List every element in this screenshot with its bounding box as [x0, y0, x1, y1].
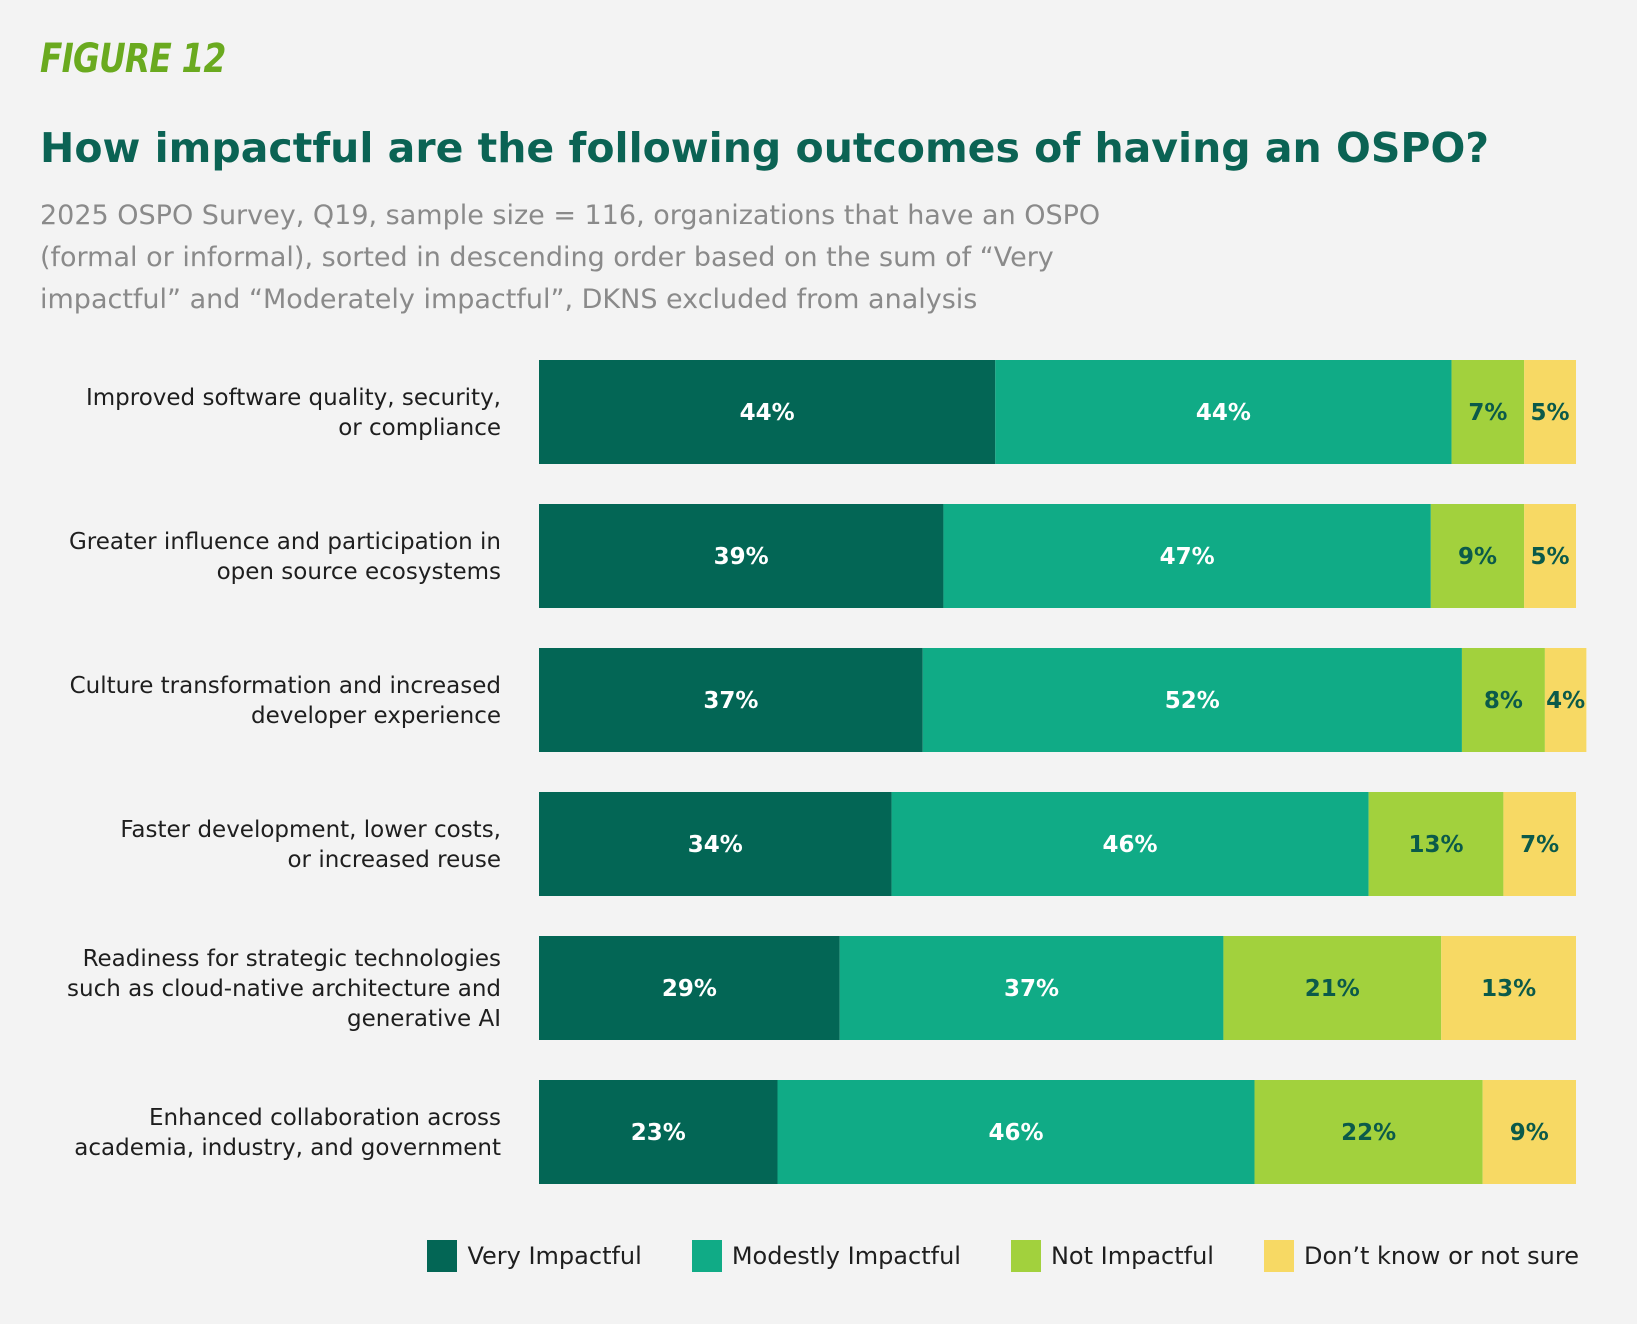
legend-swatch-modestly-impactful	[691, 1240, 722, 1272]
value-label-strategic-readiness-dont-know: 13%	[1481, 976, 1536, 1002]
bar-collaboration-dont-know	[1482, 1080, 1576, 1184]
value-label-collaboration-dont-know: 9%	[1510, 1120, 1549, 1146]
value-label-collaboration-very-impactful: 23%	[631, 1120, 686, 1146]
value-label-culture-transformation-not-impactful: 8%	[1484, 688, 1523, 714]
legend-swatch-very-impactful	[427, 1240, 458, 1272]
value-label-faster-development-not-impactful: 13%	[1408, 832, 1463, 858]
legend-label-not-impactful: Not Impactful	[1050, 1242, 1214, 1270]
value-label-ecosystem-influence-modestly-impactful: 47%	[1160, 544, 1215, 570]
legend-label-dont-know: Don’t know or not sure	[1303, 1242, 1579, 1270]
legend-swatch-dont-know	[1263, 1240, 1294, 1272]
value-label-ecosystem-influence-dont-know: 5%	[1531, 544, 1570, 570]
value-label-collaboration-modestly-impactful: 46%	[988, 1120, 1043, 1146]
legend: Very Impactful Modestly Impactful Not Impa…	[377, 1240, 1579, 1272]
bar-collaboration-modestly-impactful	[777, 1080, 1255, 1184]
bar-software-quality-not-impactful	[1451, 360, 1525, 464]
value-label-faster-development-dont-know: 7%	[1520, 832, 1559, 858]
legend-item-not-impactful: Not Impactful	[1010, 1240, 1214, 1272]
bar-strategic-readiness-not-impactful	[1223, 936, 1442, 1040]
bar-culture-transformation-modestly-impactful	[922, 648, 1462, 752]
chart-subtitle: 2025 OSPO Survey, Q19, sample size = 116…	[40, 200, 1101, 315]
category-label-culture-transformation: Culture transformation and increased deve…	[70, 673, 501, 729]
value-label-culture-transformation-very-impactful: 37%	[703, 688, 758, 714]
value-label-software-quality-not-impactful: 7%	[1468, 400, 1507, 426]
bar-faster-development-very-impactful	[539, 792, 892, 896]
value-label-collaboration-not-impactful: 22%	[1341, 1120, 1396, 1146]
value-label-strategic-readiness-modestly-impactful: 37%	[1004, 976, 1059, 1002]
legend-label-very-impactful: Very Impactful	[467, 1242, 642, 1270]
legend-item-dont-know: Don’t know or not sure	[1263, 1240, 1579, 1272]
value-label-faster-development-very-impactful: 34%	[688, 832, 743, 858]
bar-ecosystem-influence-not-impactful	[1430, 504, 1525, 608]
category-label-strategic-readiness: Readiness for strategic technologies such…	[67, 946, 501, 1032]
value-label-ecosystem-influence-very-impactful: 39%	[714, 544, 769, 570]
value-label-culture-transformation-dont-know: 4%	[1546, 688, 1585, 714]
category-label-collaboration: Enhanced collaboration across academia, i…	[74, 1105, 501, 1161]
value-label-ecosystem-influence-not-impactful: 9%	[1458, 544, 1497, 570]
category-label-software-quality: Improved software quality, security, or c…	[86, 385, 501, 441]
bar-faster-development-modestly-impactful	[891, 792, 1369, 896]
value-label-strategic-readiness-not-impactful: 21%	[1305, 976, 1360, 1002]
bar-strategic-readiness-very-impactful	[539, 936, 840, 1040]
bar-ecosystem-influence-modestly-impactful	[943, 504, 1431, 608]
value-label-software-quality-very-impactful: 44%	[740, 400, 795, 426]
value-label-culture-transformation-modestly-impactful: 52%	[1165, 688, 1220, 714]
bar-software-quality-very-impactful	[539, 360, 996, 464]
bar-culture-transformation-very-impactful	[539, 648, 923, 752]
value-label-software-quality-modestly-impactful: 44%	[1196, 400, 1251, 426]
figure-label: FIGURE 12	[40, 36, 226, 82]
bar-strategic-readiness-dont-know	[1441, 936, 1576, 1040]
legend-swatch-not-impactful	[1010, 1240, 1041, 1272]
value-label-software-quality-dont-know: 5%	[1531, 400, 1570, 426]
bar-strategic-readiness-modestly-impactful	[839, 936, 1224, 1040]
bar-faster-development-dont-know	[1503, 792, 1576, 896]
legend-label-modestly-impactful: Modestly Impactful	[731, 1242, 961, 1270]
value-label-faster-development-modestly-impactful: 46%	[1103, 832, 1158, 858]
bar-culture-transformation-dont-know	[1544, 648, 1587, 752]
bar-collaboration-very-impactful	[539, 1080, 778, 1184]
chart-title: How impactful are the following outcomes…	[40, 124, 1490, 172]
bar-ecosystem-influence-very-impactful	[539, 504, 944, 608]
bar-software-quality-dont-know	[1524, 360, 1576, 464]
value-label-strategic-readiness-very-impactful: 29%	[662, 976, 717, 1002]
bar-ecosystem-influence-dont-know	[1524, 504, 1576, 608]
legend-item-modestly-impactful: Modestly Impactful	[691, 1240, 961, 1272]
bar-faster-development-not-impactful	[1368, 792, 1504, 896]
legend-item-very-impactful: Very Impactful	[427, 1240, 642, 1272]
bar-software-quality-modestly-impactful	[995, 360, 1452, 464]
bar-collaboration-not-impactful	[1254, 1080, 1483, 1184]
category-label-faster-development: Faster development, lower costs, or incre…	[120, 817, 501, 873]
category-label-ecosystem-influence: Greater influence and participation in op…	[69, 529, 501, 585]
bar-culture-transformation-not-impactful	[1461, 648, 1545, 752]
